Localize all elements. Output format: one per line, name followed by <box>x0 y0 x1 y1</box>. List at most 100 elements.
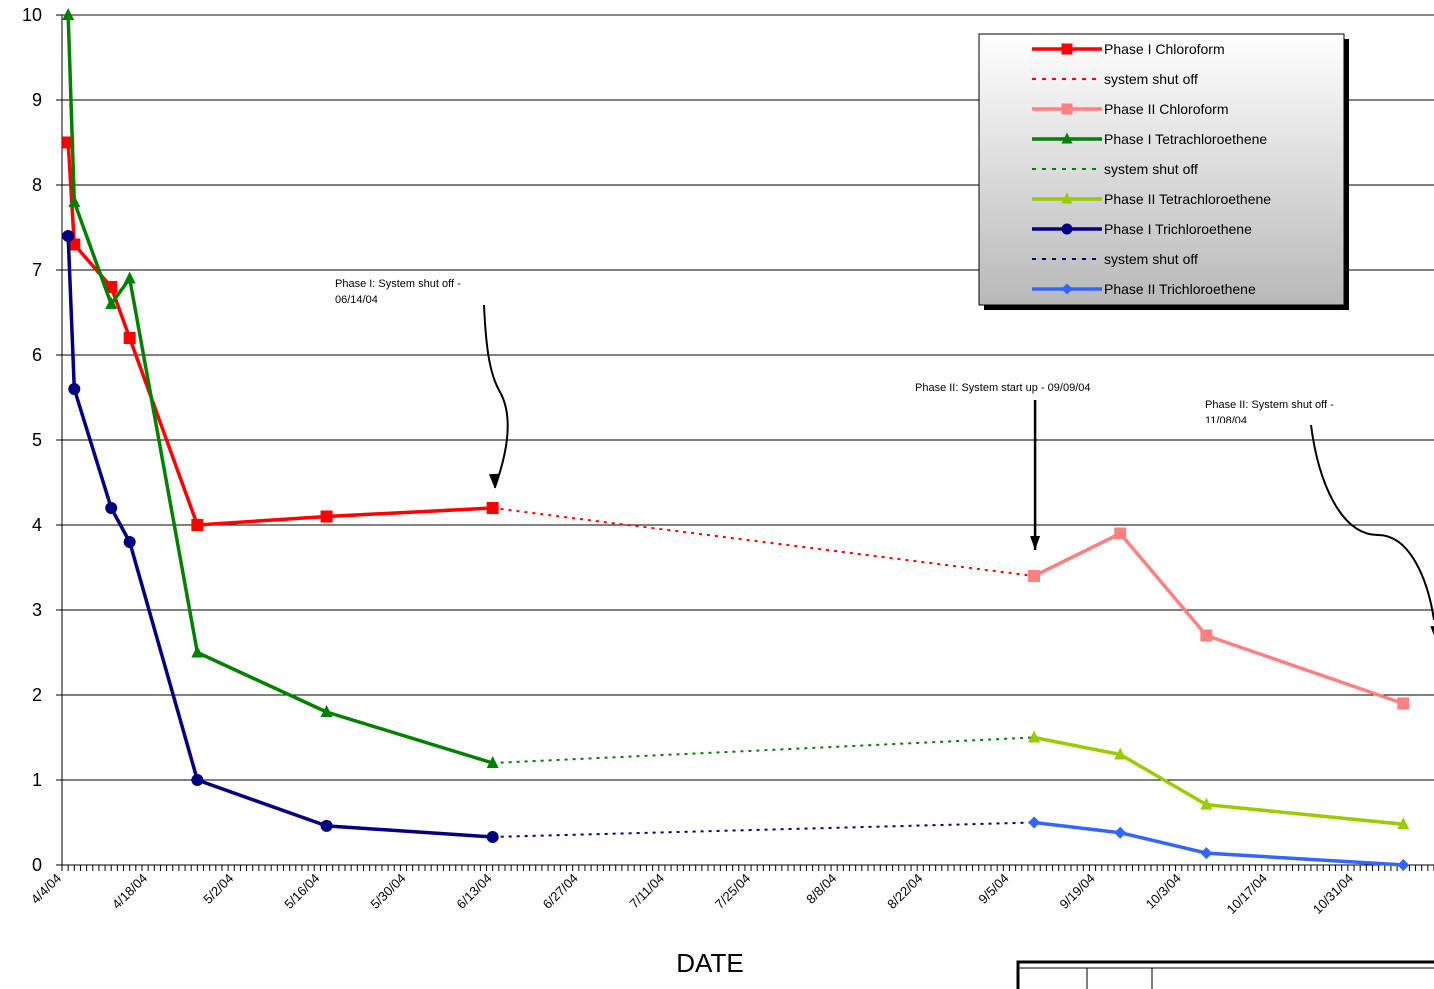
legend-item-phase-ii-trichloroethene-8: Phase II Trichloroethene <box>1032 281 1256 297</box>
legend-item-phase-ii-tetrachloroethene-5: Phase II Tetrachloroethene <box>1032 191 1271 207</box>
data-point <box>1061 223 1073 235</box>
legend-label: Phase II Tetrachloroethene <box>1104 191 1271 207</box>
x-tick-label: 10/17/04 <box>1224 871 1270 917</box>
legend-item-phase-i-chloroform-0: Phase I Chloroform <box>1032 41 1225 57</box>
legend-label: system shut off <box>1104 71 1198 87</box>
x-tick-label: 6/13/04 <box>454 871 495 912</box>
y-tick-label: 3 <box>32 600 42 620</box>
arrow-1 <box>483 304 509 489</box>
data-point <box>105 281 118 293</box>
y-axis-ticks: 0 1 2 3 4 5 6 7 8 9 10 <box>22 5 62 875</box>
data-point <box>123 536 136 548</box>
y-tick-label: 5 <box>32 430 42 450</box>
data-point <box>1028 570 1041 582</box>
legend-item-system-shut-off-1: system shut off <box>1032 71 1198 87</box>
legend-box <box>978 33 1345 306</box>
arrow-head <box>1430 626 1434 636</box>
x-tick-label: 5/16/04 <box>281 871 322 912</box>
data-point <box>105 502 118 514</box>
data-point <box>1200 797 1213 810</box>
data-point <box>1028 816 1041 829</box>
series-phase-i-tetrachloroethene-3 <box>62 8 499 768</box>
data-point <box>105 297 118 309</box>
y-tick-label: 8 <box>32 175 42 195</box>
table-fragment <box>1016 960 1434 989</box>
data-point <box>191 645 204 658</box>
annotation-line: Phase I: System shut off - <box>335 278 461 290</box>
arrow-head <box>1030 536 1041 550</box>
legend-label: Phase I Chloroform <box>1104 41 1225 57</box>
data-point <box>1397 697 1410 710</box>
series-layer <box>62 8 1410 871</box>
annotation-line: 11/08/04 <box>1205 415 1247 427</box>
y-tick-label: 9 <box>32 90 42 110</box>
data-point <box>320 510 333 523</box>
data-point <box>62 8 75 20</box>
x-tick-label: 7/25/04 <box>712 871 753 912</box>
legend-label: Phase II Trichloroethene <box>1104 281 1256 297</box>
y-tick-label: 6 <box>32 345 42 365</box>
series-phase-ii-chloroform-2 <box>1028 527 1410 710</box>
series-line <box>492 736 1035 764</box>
data-point <box>191 519 204 531</box>
data-point <box>1061 132 1073 144</box>
x-tick-label: 9/19/04 <box>1056 871 1097 912</box>
annotation-line: Phase II: System shut off - <box>1205 399 1334 411</box>
legend-item-phase-i-tetrachloroethene-3: Phase I Tetrachloroethene <box>1032 131 1267 147</box>
annotations: Phase I: System shut off -06/14/04Phase … <box>335 278 1434 636</box>
series-line <box>1033 531 1404 706</box>
series-phase-i-chloroform-0 <box>62 136 499 531</box>
x-tick-label: 4/4/04 <box>28 871 64 907</box>
legend-label: Phase I Tetrachloroethene <box>1104 131 1267 147</box>
legend-label: Phase I Trichloroethene <box>1104 221 1252 237</box>
y-tick-label: 4 <box>32 515 42 535</box>
arrow-head <box>488 473 499 488</box>
series-system-shut-off-1 <box>492 507 1035 577</box>
annotation-line: Phase II: System start up - 09/09/04 <box>915 382 1090 394</box>
data-point <box>1200 629 1213 642</box>
series-line <box>492 507 1035 577</box>
annotation-text-3: Phase II: System shut off - 11/08/04 <box>1205 399 1334 427</box>
legend-item-system-shut-off-4: system shut off <box>1032 161 1198 177</box>
data-point <box>1061 283 1073 295</box>
y-tick-label: 10 <box>22 5 42 25</box>
data-point <box>68 383 81 395</box>
series-line <box>1033 820 1404 867</box>
x-tick-label: 8/8/04 <box>803 871 839 907</box>
data-point <box>68 195 81 207</box>
legend-item-phase-i-trichloroethene-6: Phase I Trichloroethene <box>1032 221 1252 237</box>
data-point <box>1397 859 1410 871</box>
data-point <box>1397 817 1410 830</box>
data-point <box>1061 192 1073 204</box>
x-tick-label: 8/22/04 <box>884 871 925 912</box>
series-system-shut-off-7 <box>492 821 1035 838</box>
data-point <box>1114 747 1127 760</box>
y-tick-label: 2 <box>32 685 42 705</box>
series-line <box>492 821 1035 838</box>
legend-label: system shut off <box>1104 251 1198 267</box>
x-tick-label: 5/30/04 <box>367 871 408 912</box>
x-tick-label: 7/11/04 <box>626 871 667 912</box>
annotation-line: 06/14/04 <box>335 294 378 306</box>
legend-item-system-shut-off-7: system shut off <box>1032 251 1198 267</box>
data-point <box>320 705 333 717</box>
series-phase-ii-trichloroethene-8 <box>1028 816 1410 871</box>
data-point <box>191 774 204 786</box>
legend: Phase I Chloroform system shut off Phase I… <box>978 33 1349 310</box>
annotation-text-1: Phase I: System shut off - 06/14/04 <box>335 278 461 306</box>
series-line <box>66 14 494 765</box>
y-tick-label: 0 <box>32 855 42 875</box>
legend-label: Phase II Chloroform <box>1104 101 1229 117</box>
legend-item-phase-ii-chloroform-2: Phase II Chloroform <box>1032 101 1229 117</box>
x-axis-ticks: 4/4/04 4/18/04 5/2/04 5/16/04 5/30/04 6/13/04… <box>28 865 1434 917</box>
y-tick-label: 1 <box>32 770 42 790</box>
data-point <box>123 271 136 284</box>
x-tick-label: 6/27/04 <box>540 871 581 912</box>
arrow-3 <box>1310 424 1434 621</box>
data-point <box>123 332 136 344</box>
data-point <box>62 230 75 242</box>
x-tick-label: 5/2/04 <box>200 871 236 907</box>
data-point <box>1114 527 1127 540</box>
x-tick-label: 4/18/04 <box>109 871 150 912</box>
legend-label: system shut off <box>1104 161 1198 177</box>
